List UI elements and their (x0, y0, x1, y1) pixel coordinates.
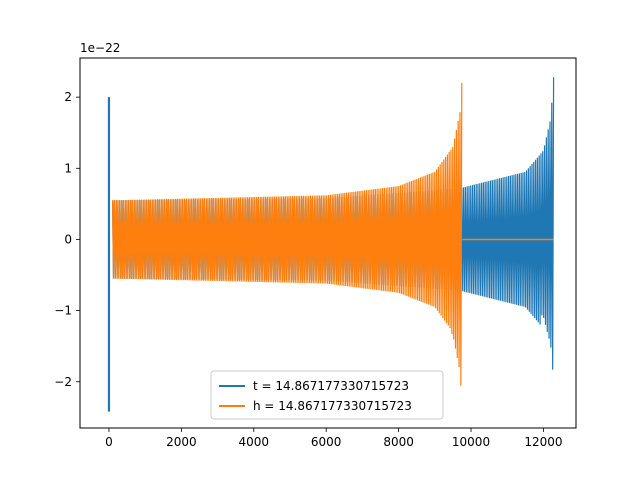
y-tick-label: 1 (64, 161, 72, 175)
x-tick-label: 6000 (311, 435, 342, 449)
x-axis: 0 2000 4000 6000 8000 10000 12000 (105, 428, 563, 449)
legend-box (210, 370, 444, 420)
series-oscillation (111, 82, 463, 386)
series-h (111, 82, 554, 386)
plot-area-frame (79, 57, 577, 429)
y-offset-label: 1e−22 (80, 41, 120, 55)
legend-label: t = 14.867177330715723 (253, 379, 409, 393)
x-tick-label: 4000 (239, 435, 270, 449)
y-tick-label: −1 (54, 304, 72, 318)
y-tick-label: −2 (54, 375, 72, 389)
series-layer (107, 77, 555, 412)
y-axis: −2 −1 0 1 2 (54, 90, 80, 389)
x-tick-label: 10000 (452, 435, 490, 449)
x-tick-label: 2000 (166, 435, 197, 449)
y-tick-label: 0 (64, 232, 72, 246)
x-tick-label: 12000 (524, 435, 562, 449)
x-tick-label: 8000 (383, 435, 414, 449)
legend-label: h = 14.867177330715723 (253, 399, 412, 413)
y-tick-label: 2 (64, 90, 72, 104)
x-tick-label: 0 (105, 435, 113, 449)
legend: t = 14.867177330715723 h = 14.86717733071… (210, 370, 444, 420)
